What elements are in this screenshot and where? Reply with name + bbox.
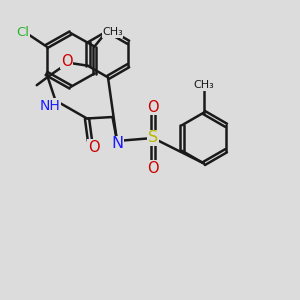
Text: N: N xyxy=(111,136,123,152)
Text: O: O xyxy=(88,140,100,155)
Text: CH₃: CH₃ xyxy=(194,80,214,91)
Text: S: S xyxy=(148,130,158,146)
Text: CH₃: CH₃ xyxy=(102,27,123,37)
Text: O: O xyxy=(147,100,159,115)
Text: Cl: Cl xyxy=(16,26,29,39)
Text: O: O xyxy=(61,54,73,69)
Text: O: O xyxy=(147,161,159,176)
Text: NH: NH xyxy=(40,99,61,112)
